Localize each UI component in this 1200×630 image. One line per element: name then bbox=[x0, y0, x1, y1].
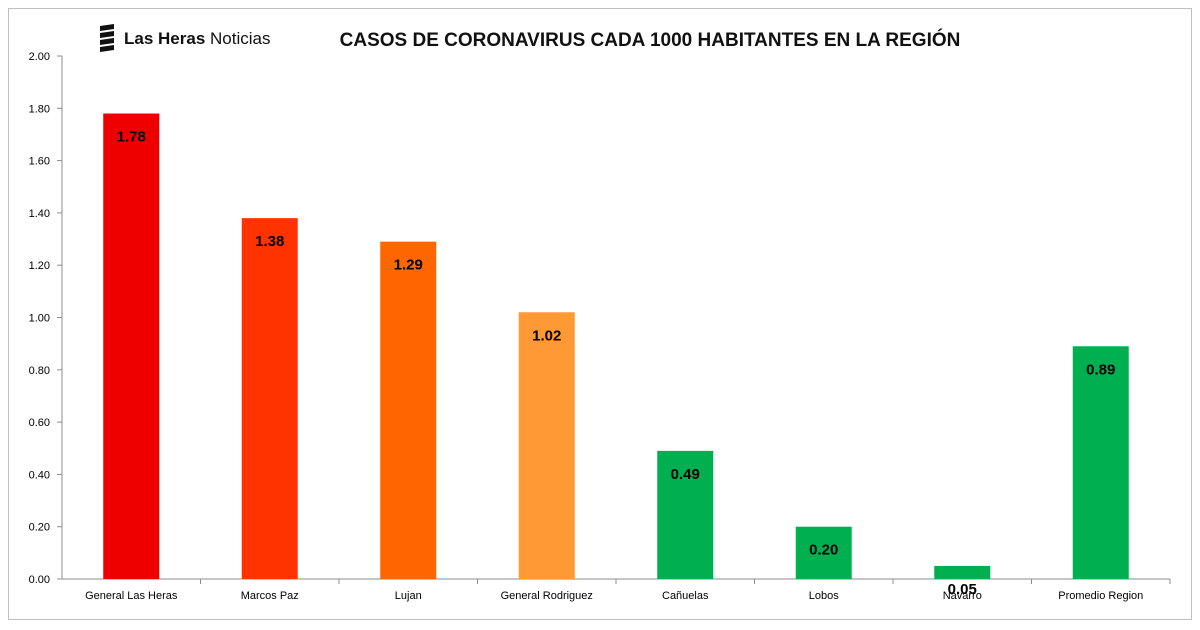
bar bbox=[103, 113, 160, 579]
y-tick-label: 0.40 bbox=[29, 469, 50, 481]
y-tick-label: 0.60 bbox=[29, 417, 50, 429]
bar bbox=[1072, 346, 1129, 579]
y-tick-label: 1.80 bbox=[29, 103, 50, 115]
brand-logo: Las Heras Noticias bbox=[96, 24, 270, 54]
data-label: 1.78 bbox=[117, 129, 146, 146]
data-label: 1.02 bbox=[532, 327, 561, 344]
y-tick-label: 0.80 bbox=[29, 365, 50, 377]
chart-frame bbox=[8, 8, 1192, 620]
stacked-bars-logo-icon bbox=[100, 24, 114, 52]
data-label: 1.38 bbox=[255, 233, 284, 250]
brand-name-bold: Las Heras bbox=[124, 29, 206, 48]
data-label: 1.29 bbox=[394, 257, 423, 274]
chart-title: CASOS DE CORONAVIRUS CADA 1000 HABITANTE… bbox=[339, 30, 961, 51]
data-label: 0.49 bbox=[671, 466, 700, 483]
data-label: 0.20 bbox=[809, 542, 838, 559]
x-tick-label: Lujan bbox=[395, 590, 422, 602]
bar bbox=[380, 241, 437, 580]
bar bbox=[934, 565, 991, 579]
brand-name-light: Noticias bbox=[210, 29, 271, 48]
y-tick-label: 0.20 bbox=[29, 522, 50, 534]
brand-name: Las Heras Noticias bbox=[124, 29, 270, 49]
bar bbox=[241, 218, 298, 579]
y-tick-label: 0.00 bbox=[29, 574, 50, 586]
x-tick-label: Promedio Region bbox=[1058, 590, 1143, 602]
y-tick-label: 1.00 bbox=[29, 313, 50, 325]
bar bbox=[657, 450, 714, 579]
x-tick-label: Cañuelas bbox=[662, 590, 709, 602]
bar bbox=[518, 312, 575, 579]
x-tick-label: Lobos bbox=[809, 590, 839, 602]
x-tick-label: General Rodriguez bbox=[501, 590, 593, 602]
y-tick-label: 1.40 bbox=[29, 208, 50, 220]
x-tick-label: Navarro bbox=[943, 590, 982, 602]
y-tick-label: 1.20 bbox=[29, 260, 50, 272]
data-label: 0.89 bbox=[1086, 361, 1115, 378]
y-tick-label: 1.60 bbox=[29, 156, 50, 168]
y-tick-label: 2.00 bbox=[29, 51, 50, 63]
x-tick-label: Marcos Paz bbox=[241, 590, 299, 602]
data-label: 0.05 bbox=[948, 581, 977, 598]
x-tick-label: General Las Heras bbox=[85, 590, 178, 602]
bar bbox=[795, 526, 852, 579]
